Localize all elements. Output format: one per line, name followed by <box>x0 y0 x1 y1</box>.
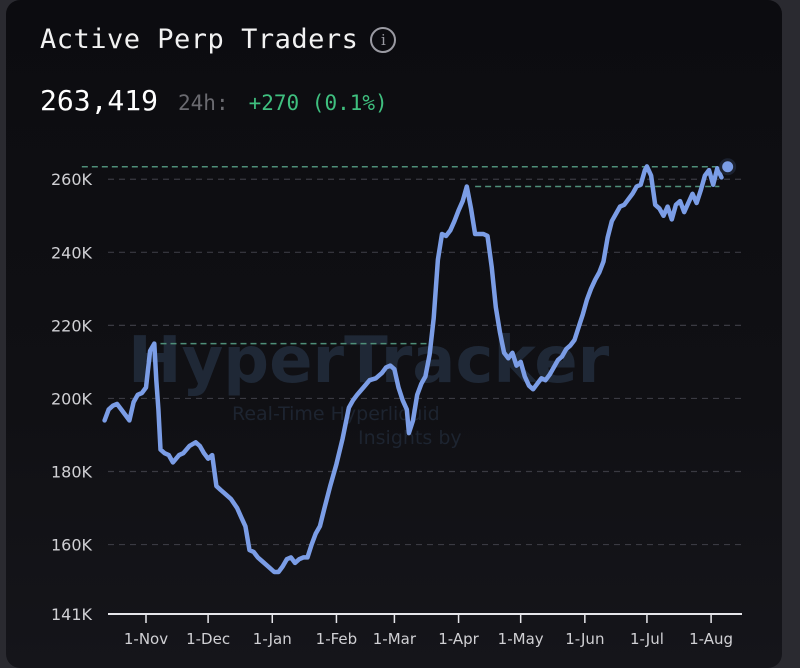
info-icon[interactable]: i <box>370 26 397 53</box>
chart-card <box>6 0 782 668</box>
x-tick-label: 1-Jul <box>630 630 664 648</box>
watermark-line1: Real-Time Hyperliquid <box>232 403 440 425</box>
x-tick-label: 1-Feb <box>316 630 358 648</box>
y-tick-label: 200K <box>51 389 93 408</box>
x-tick-label: 1-Dec <box>186 630 230 648</box>
chart-title: Active Perp Traders <box>40 24 359 55</box>
current-value: 263,419 <box>40 84 159 117</box>
change-label: +270 (0.1%) <box>248 91 388 115</box>
grid-lines <box>108 178 742 546</box>
series-layer <box>102 158 737 575</box>
x-tick-label: 1-Nov <box>124 630 168 648</box>
stat-row: 263,419 24h: +270 (0.1%) <box>40 84 388 117</box>
y-tick-label: 180K <box>51 463 93 482</box>
last-point-marker <box>719 158 737 176</box>
header: Active Perp Traders i <box>40 24 397 55</box>
y-tick-label: 220K <box>51 316 93 335</box>
y-tick-label: 240K <box>51 243 93 262</box>
x-tick-label: 1-Jan <box>253 630 292 648</box>
y-tick-label: 141K <box>51 605 93 624</box>
watermark-line2: Insights by <box>358 427 462 449</box>
x-tick-label: 1-Mar <box>373 630 417 648</box>
x-axis: 1-Nov 1-Dec 1-Jan 1-Feb 1-Mar 1-Apr 1-May 1-Jun… <box>108 613 742 648</box>
series-line <box>102 164 724 575</box>
x-tick-label: 1-Jun <box>565 630 604 648</box>
period-label: 24h: <box>178 91 229 115</box>
reference-lines <box>81 166 728 345</box>
x-tick-label: 1-Apr <box>438 630 479 648</box>
y-axis: 141K 160K 180K 200K 220K 240K 260K <box>51 170 93 624</box>
y-tick-label: 260K <box>51 170 93 189</box>
x-tick-label: 1-May <box>498 630 544 648</box>
x-tick-label: 1-Aug <box>689 630 733 648</box>
y-tick-label: 160K <box>51 536 93 555</box>
